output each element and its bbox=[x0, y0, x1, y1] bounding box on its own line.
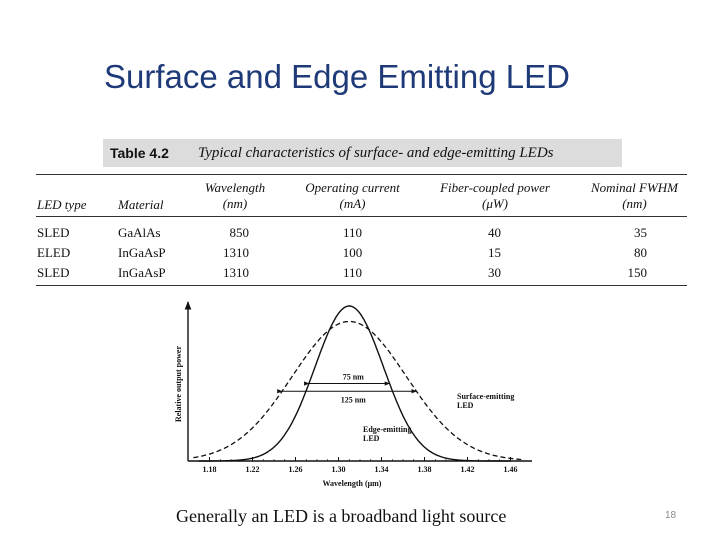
table-title: Typical characteristics of surface- and … bbox=[198, 145, 554, 161]
slide-number: 18 bbox=[665, 510, 677, 521]
surface-emitting-curve bbox=[193, 320, 522, 461]
cell-wavelength: 1310 bbox=[223, 245, 249, 260]
x-tick-label: 1.38 bbox=[418, 465, 432, 474]
surface-fwhm-label: 125 nm bbox=[341, 395, 366, 404]
edge-emitting-curve bbox=[198, 305, 511, 462]
spectrum-chart: 1.18 1.22 1.26 1.30 1.34 1.38 1.42 1.46 75 nm 1… bbox=[174, 301, 532, 488]
cell-power: 30 bbox=[488, 265, 501, 280]
cell-led-type: SLED bbox=[37, 265, 70, 280]
header-led-type: LED type bbox=[37, 197, 87, 212]
cell-current: 110 bbox=[342, 225, 363, 240]
slide-title: Surface and Edge Emitting LED bbox=[104, 58, 570, 95]
table-number: Table 4.2 bbox=[110, 145, 169, 161]
cell-current: 100 bbox=[342, 245, 363, 260]
header-material: Material bbox=[118, 197, 164, 212]
x-tick-label: 1.18 bbox=[203, 465, 217, 474]
cell-material: InGaAsP bbox=[118, 245, 166, 260]
cell-wavelength: 850 bbox=[229, 225, 250, 240]
surface-emitting-label: Surface-emitting LED bbox=[457, 392, 516, 410]
cell-power: 15 bbox=[488, 245, 501, 260]
table-header-rule bbox=[36, 216, 687, 217]
x-tick-label: 1.46 bbox=[504, 465, 518, 474]
x-tick-label: 1.34 bbox=[375, 465, 389, 474]
cell-current: 110 bbox=[342, 265, 363, 280]
x-tick-label: 1.42 bbox=[461, 465, 475, 474]
cell-power: 40 bbox=[488, 225, 501, 240]
cell-fwhm: 35 bbox=[634, 225, 647, 240]
edge-fwhm-label: 75 nm bbox=[343, 373, 364, 382]
header-fwhm: Nominal FWHM (nm) bbox=[590, 180, 679, 211]
header-power: Fiber-coupled power (μW) bbox=[440, 180, 550, 211]
header-wavelength: Wavelength (nm) bbox=[204, 180, 266, 211]
x-tick-labels: 1.18 1.22 1.26 1.30 1.34 1.38 1.42 1.46 bbox=[203, 465, 518, 474]
x-tick-label: 1.30 bbox=[332, 465, 346, 474]
cell-led-type: ELED bbox=[37, 245, 71, 260]
x-tick-label: 1.22 bbox=[246, 465, 260, 474]
table-bottom-rule bbox=[36, 285, 687, 286]
cell-led-type: SLED bbox=[37, 225, 70, 240]
x-tick-label: 1.26 bbox=[289, 465, 303, 474]
table-top-rule bbox=[36, 174, 687, 175]
cell-material: InGaAsP bbox=[118, 265, 166, 280]
cell-fwhm: 80 bbox=[634, 245, 647, 260]
y-axis-label: Relative output power bbox=[174, 346, 183, 422]
edge-emitting-label: Edge-emitting LED bbox=[363, 425, 413, 443]
x-axis-label: Wavelength (μm) bbox=[323, 479, 382, 488]
cell-wavelength: 1310 bbox=[223, 265, 249, 280]
slide-caption: Generally an LED is a broadband light so… bbox=[176, 506, 507, 526]
cell-fwhm: 150 bbox=[627, 265, 648, 280]
cell-material: GaAlAs bbox=[118, 225, 161, 240]
table-caption: Table 4.2 Typical characteristics of sur… bbox=[103, 139, 622, 167]
header-current: Operating current (mA) bbox=[305, 180, 400, 211]
